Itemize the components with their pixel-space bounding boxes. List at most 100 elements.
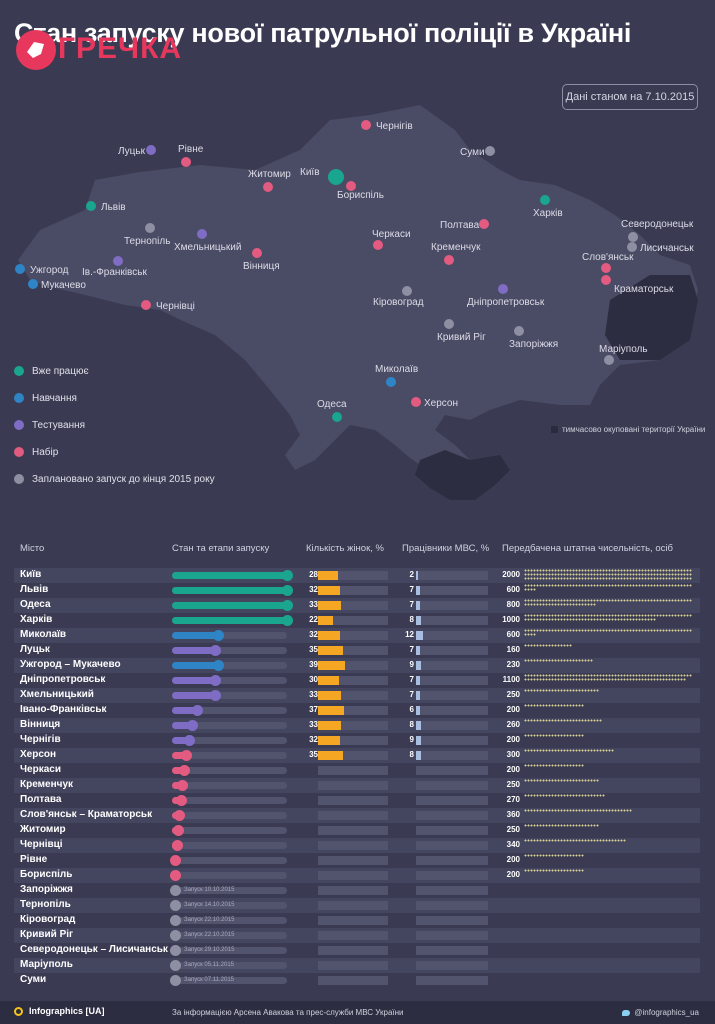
stage-track bbox=[172, 705, 287, 716]
map-city-marker bbox=[361, 120, 371, 130]
stage-track bbox=[172, 570, 293, 581]
stage-track bbox=[172, 825, 287, 836]
map-city-marker bbox=[604, 355, 614, 365]
map-city-11: Ужгород bbox=[15, 264, 69, 276]
legend-label: Вже працює bbox=[32, 366, 89, 377]
header-city: Місто bbox=[20, 543, 45, 554]
map-city-label: Слов'янськ bbox=[582, 252, 634, 263]
legend-label: Тестування bbox=[32, 420, 86, 431]
stage-fill bbox=[172, 662, 218, 669]
table-row: Кривий Ріг Запуск 22.10.2015 bbox=[14, 928, 700, 943]
stage-marker bbox=[170, 945, 182, 956]
ukraine-map: Київ Бориспіль Чернігів Суми Луцьк Рівне Житом… bbox=[15, 105, 698, 500]
staff-value: 800 bbox=[506, 600, 520, 609]
map-city-label: Черкаси bbox=[372, 229, 411, 240]
map-city-label: Вінниця bbox=[243, 261, 280, 272]
women-track bbox=[318, 826, 388, 835]
map-city-marker bbox=[263, 182, 273, 192]
staff-value: 300 bbox=[506, 750, 520, 759]
staff-dots bbox=[524, 704, 694, 717]
page-title: Стан запуску нової патрульної поліції в … bbox=[14, 18, 632, 48]
stage-track bbox=[172, 735, 287, 746]
map-city-13: Ів.-Франківськ bbox=[82, 256, 147, 278]
women-track bbox=[318, 751, 388, 760]
stage-track bbox=[170, 915, 287, 926]
stage-track bbox=[172, 765, 287, 776]
footer-twitter[interactable]: @infographics_ua bbox=[622, 1008, 699, 1017]
women-bar bbox=[318, 706, 344, 715]
staff-dot-line bbox=[524, 573, 692, 576]
stage-track bbox=[170, 870, 287, 881]
stage-marker bbox=[170, 975, 182, 986]
staff-dots bbox=[524, 629, 694, 642]
twitter-handle: @infographics_ua bbox=[634, 1008, 699, 1017]
table-row: Северодонецьк – Лисичанськ Запуск 29.10.2… bbox=[14, 943, 700, 958]
mvs-track bbox=[416, 931, 488, 940]
map-city-4: Луцьк bbox=[118, 145, 156, 157]
row-city: Тернопіль bbox=[20, 899, 71, 910]
brand-name: ГРЕЧКА bbox=[58, 32, 183, 65]
staff-dot-line bbox=[524, 854, 584, 857]
row-city: Вінниця bbox=[20, 719, 61, 730]
row-city: Чернігів bbox=[20, 734, 61, 745]
table-row: Дніпропетровськ 30 7 1100 bbox=[14, 673, 700, 688]
mvs-track bbox=[416, 676, 488, 685]
mvs-bar bbox=[416, 751, 421, 760]
map-city-marker bbox=[479, 219, 489, 229]
stage-track bbox=[172, 660, 287, 671]
row-city: Одеса bbox=[20, 599, 51, 610]
staff-value: 340 bbox=[506, 840, 520, 849]
table-row: Кременчук 250 bbox=[14, 778, 700, 793]
women-value: 28 bbox=[309, 570, 318, 579]
table-row: Рівне 200 bbox=[14, 853, 700, 868]
row-city: Харків bbox=[20, 614, 53, 625]
table-row: Одеса 33 7 800 bbox=[14, 598, 700, 613]
map-city-marker bbox=[485, 146, 495, 156]
women-bar bbox=[318, 736, 341, 745]
launch-date: Запуск 14.10.2015 bbox=[184, 902, 235, 908]
staff-dots bbox=[524, 719, 694, 732]
row-city: Ужгород – Мукачево bbox=[20, 659, 121, 670]
map-city-28: Миколаїв bbox=[375, 364, 418, 387]
map-city-12: Мукачево bbox=[28, 279, 86, 291]
map-city-marker bbox=[197, 229, 207, 239]
row-city: Херсон bbox=[20, 749, 57, 760]
mvs-bar bbox=[416, 586, 421, 595]
staff-value: 200 bbox=[506, 765, 520, 774]
staff-value: 600 bbox=[506, 630, 520, 639]
mvs-value: 7 bbox=[409, 675, 414, 684]
header-mvs: Працівники МВС, % bbox=[402, 543, 490, 554]
women-track bbox=[318, 586, 388, 595]
stage-track bbox=[172, 750, 287, 761]
map-city-marker bbox=[145, 223, 155, 233]
map-city-30: Одеса bbox=[317, 399, 347, 422]
header-staff: Передбачена штатна чисельність, осіб bbox=[502, 543, 673, 554]
header-stage: Стан та етапи запуску bbox=[172, 543, 270, 554]
staff-dots bbox=[524, 749, 694, 762]
mvs-bar bbox=[416, 706, 420, 715]
stage-marker bbox=[170, 960, 182, 971]
mvs-track bbox=[416, 961, 488, 970]
legend-item-working: Вже працює bbox=[14, 366, 89, 377]
staff-dot-line bbox=[524, 618, 656, 621]
staff-dots bbox=[524, 764, 694, 777]
map-city-label: Харків bbox=[533, 208, 563, 219]
map-city-18: Харків bbox=[533, 195, 563, 219]
staff-dots bbox=[524, 824, 694, 837]
stage-marker bbox=[177, 780, 189, 791]
header-women: Кількість жінок, % bbox=[306, 543, 384, 554]
staff-dot-line bbox=[524, 569, 692, 572]
staff-dot-line bbox=[524, 794, 605, 797]
launch-date: Запуск 07.11.2015 bbox=[184, 977, 235, 983]
stage-track bbox=[172, 795, 287, 806]
map-city-marker bbox=[402, 286, 412, 296]
stage-marker bbox=[282, 600, 293, 611]
staff-dot-line bbox=[524, 629, 692, 632]
women-track bbox=[318, 646, 388, 655]
stage-track bbox=[172, 675, 287, 686]
staff-value: 250 bbox=[506, 825, 520, 834]
mvs-track bbox=[416, 601, 488, 610]
mvs-track bbox=[416, 811, 488, 820]
map-city-label: Кривий Ріг bbox=[437, 332, 486, 343]
women-value: 22 bbox=[309, 615, 318, 624]
